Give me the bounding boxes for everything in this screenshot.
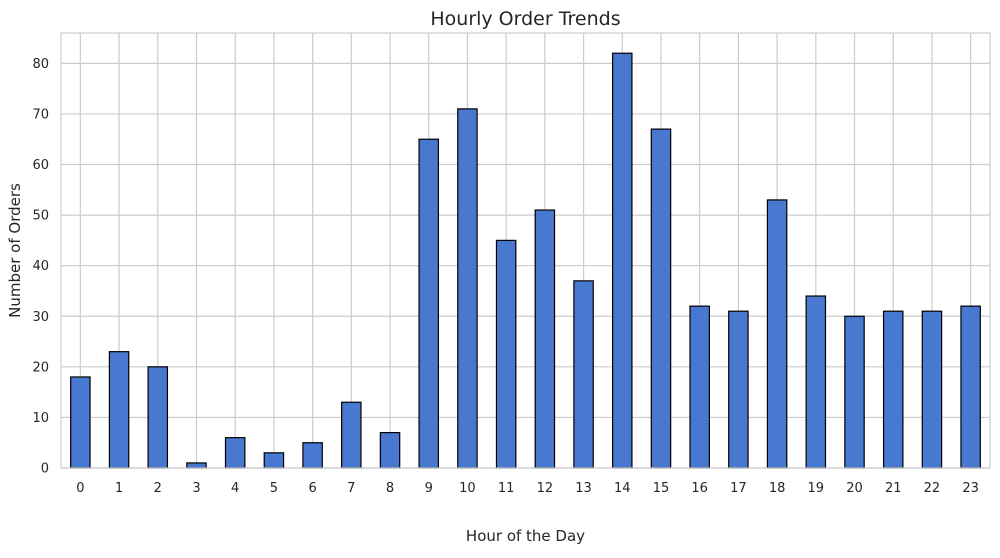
- y-tick-label: 50: [32, 209, 49, 224]
- bar-hour-0: [70, 376, 91, 469]
- bar-hour-10: [457, 108, 478, 469]
- x-axis-label: Hour of the Day: [466, 527, 585, 545]
- bar-hour-3: [186, 462, 207, 469]
- bar-hour-16: [689, 305, 710, 469]
- bar-hour-15: [650, 128, 672, 469]
- y-tick-label: 0: [41, 462, 49, 477]
- y-axis-label: Number of Orders: [6, 183, 24, 318]
- x-tick-label: 6: [308, 481, 316, 496]
- x-tick-label: 18: [769, 481, 786, 496]
- y-tick-label: 80: [32, 57, 49, 72]
- x-tick-label: 4: [231, 481, 239, 496]
- x-tick-label: 15: [653, 481, 670, 496]
- y-tick-label: 40: [32, 259, 49, 274]
- x-tick-label: 20: [846, 481, 863, 496]
- x-tick-labels: 0 1 2 3 4 5 6 7 8 9 10 11 12 13 14 15 16 17 18 19 20 21 22 23: [76, 481, 979, 496]
- bar-hour-18: [766, 199, 788, 469]
- y-tick-label: 60: [32, 158, 49, 173]
- x-tick-label: 21: [885, 481, 902, 496]
- y-tick-label: 20: [32, 360, 49, 375]
- x-tick-label: 11: [498, 481, 515, 496]
- x-tick-label: 9: [425, 481, 433, 496]
- x-tick-label: 16: [691, 481, 708, 496]
- bar-hour-21: [882, 310, 904, 469]
- bar-hour-20: [844, 315, 865, 469]
- x-tick-label: 17: [730, 481, 747, 496]
- x-tick-label: 10: [459, 481, 476, 496]
- x-tick-label: 0: [76, 481, 84, 496]
- bar-hour-1: [108, 351, 130, 469]
- bars: [70, 52, 981, 469]
- bar-hour-12: [534, 209, 556, 469]
- x-tick-label: 7: [347, 481, 355, 496]
- bar-hour-11: [495, 239, 517, 469]
- bar-hour-17: [728, 310, 749, 469]
- y-tick-label: 70: [32, 107, 49, 122]
- bar-hour-14: [611, 52, 633, 469]
- bar-hour-19: [805, 295, 827, 469]
- x-tick-label: 3: [192, 481, 200, 496]
- bar-hour-8: [379, 431, 401, 469]
- bar-hour-22: [921, 310, 943, 469]
- bar-hour-2: [147, 366, 169, 469]
- bar-hour-7: [341, 401, 362, 469]
- x-gridlines: [79, 33, 972, 468]
- x-tick-label: 8: [386, 481, 394, 496]
- x-tick-label: 22: [924, 481, 941, 496]
- x-tick-label: 1: [115, 481, 123, 496]
- x-tick-label: 14: [614, 481, 631, 496]
- bar-hour-5: [263, 452, 285, 469]
- bar-hour-9: [418, 138, 440, 469]
- plot-frame: [60, 32, 991, 469]
- y-tick-label: 10: [32, 411, 49, 426]
- y-tick-label: 30: [32, 310, 49, 325]
- chart-title: Hourly Order Trends: [430, 8, 620, 30]
- x-tick-label: 13: [575, 481, 592, 496]
- y-tick-labels: 0 10 20 30 40 50 60 70 80: [32, 57, 49, 477]
- x-tick-label: 5: [270, 481, 278, 496]
- bar-hour-23: [960, 305, 981, 469]
- y-gridlines: [61, 62, 990, 469]
- bar-hour-13: [573, 280, 594, 469]
- x-tick-label: 12: [537, 481, 554, 496]
- bar-hour-4: [224, 437, 246, 469]
- bar-hour-6: [302, 442, 323, 469]
- x-tick-label: 2: [154, 481, 162, 496]
- x-tick-label: 23: [962, 481, 979, 496]
- x-tick-label: 19: [808, 481, 825, 496]
